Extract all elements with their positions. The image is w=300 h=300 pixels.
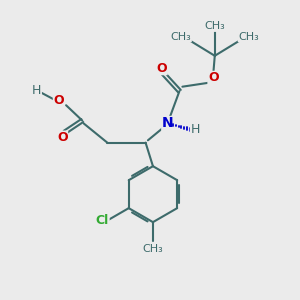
Text: CH₃: CH₃ <box>170 32 191 42</box>
Text: N: N <box>162 116 173 130</box>
Text: O: O <box>157 61 167 75</box>
Text: O: O <box>53 94 64 107</box>
Text: O: O <box>208 71 219 84</box>
Text: CH₃: CH₃ <box>204 21 225 31</box>
Text: CH₃: CH₃ <box>142 244 163 254</box>
Text: H: H <box>190 123 200 136</box>
Text: CH₃: CH₃ <box>238 32 259 42</box>
Text: H: H <box>32 84 41 97</box>
Text: O: O <box>57 131 68 144</box>
Text: Cl: Cl <box>96 214 109 227</box>
